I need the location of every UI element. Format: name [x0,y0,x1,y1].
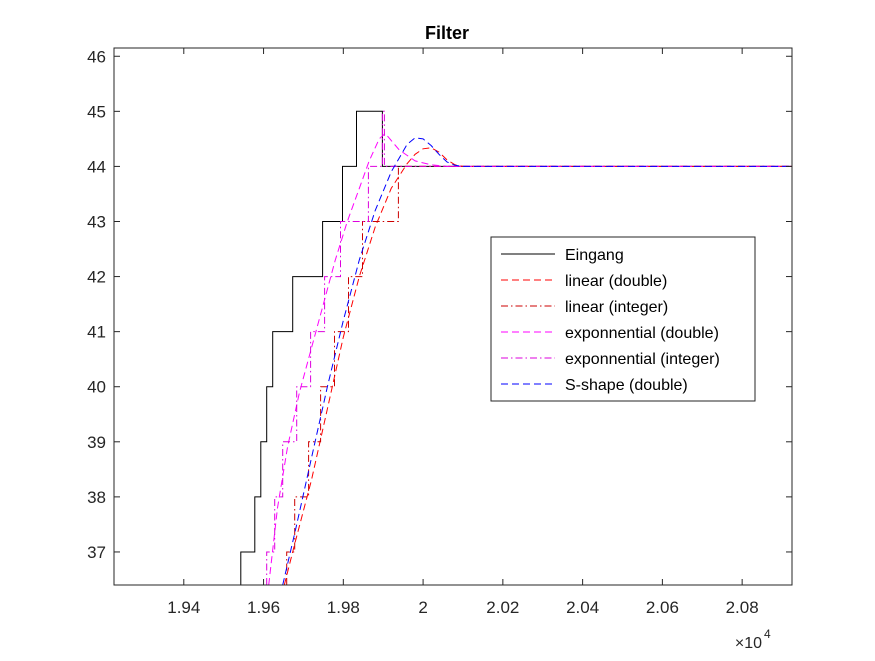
legend-label: Eingang [565,247,624,264]
axes-box [113,47,793,586]
x-tick-label: 1.94 [167,598,200,617]
y-tick-label: 45 [87,102,106,121]
x-tick-label: 2.06 [646,598,679,617]
y-axis: 37 38 39 40 41 42 43 44 45 46 [87,47,792,562]
y-tick-label: 37 [87,543,106,562]
y-tick-label: 39 [87,433,106,452]
series-line-3 [268,132,792,585]
x-tick-label: 2.04 [566,598,599,617]
x-exponent-power: 4 [764,627,771,641]
series-line-4 [266,110,792,585]
legend-label: S-shape (double) [565,377,688,394]
y-tick-label: 43 [87,212,106,231]
series-line-1 [283,147,792,585]
x-axis-exponent-label: ×10 4 [735,627,771,652]
legend-label: linear (double) [565,273,667,290]
legend-label: linear (integer) [565,299,668,316]
legend-label: exponnential (integer) [565,351,720,368]
series-layer [114,110,792,585]
y-tick-label: 38 [87,488,106,507]
x-exponent-base: ×10 [735,635,762,652]
legend: Eingang linear (double) linear (integer) ex… [490,236,756,402]
x-tick-label: 1.98 [327,598,360,617]
chart-title: Filter [425,23,469,43]
series-line-5 [282,137,792,585]
series-line-0 [114,110,792,585]
x-tick-label: 2.08 [726,598,759,617]
x-tick-label: 1.96 [247,598,280,617]
y-tick-label: 41 [87,323,106,342]
x-tick-label: 2 [418,598,427,617]
y-tick-label: 44 [87,157,106,176]
x-axis: 1.94 1.96 1.98 2 2.02 2.04 2.06 2.08 [167,48,759,617]
legend-label: exponnential (double) [565,325,719,342]
legend-box [490,236,756,402]
y-tick-label: 42 [87,268,106,287]
y-tick-label: 40 [87,378,106,397]
y-tick-label: 46 [87,47,106,66]
x-tick-label: 2.02 [486,598,519,617]
